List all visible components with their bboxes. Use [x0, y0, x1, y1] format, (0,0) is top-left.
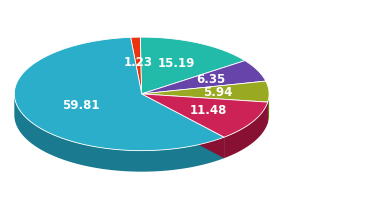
Polygon shape — [142, 94, 268, 137]
Polygon shape — [131, 37, 142, 94]
Polygon shape — [14, 94, 224, 172]
Text: 1.23: 1.23 — [124, 56, 153, 69]
Polygon shape — [142, 94, 268, 123]
Polygon shape — [142, 81, 269, 102]
Polygon shape — [142, 61, 266, 94]
Text: 15.19: 15.19 — [157, 57, 195, 70]
Text: 6.35: 6.35 — [197, 73, 226, 86]
Polygon shape — [268, 94, 269, 123]
Polygon shape — [142, 94, 268, 123]
Text: 5.94: 5.94 — [203, 86, 233, 99]
Polygon shape — [140, 37, 245, 94]
Text: 59.81: 59.81 — [62, 99, 99, 112]
Polygon shape — [142, 94, 224, 158]
Polygon shape — [224, 102, 268, 158]
Text: 11.48: 11.48 — [190, 104, 227, 117]
Polygon shape — [142, 94, 224, 158]
Polygon shape — [14, 37, 224, 151]
